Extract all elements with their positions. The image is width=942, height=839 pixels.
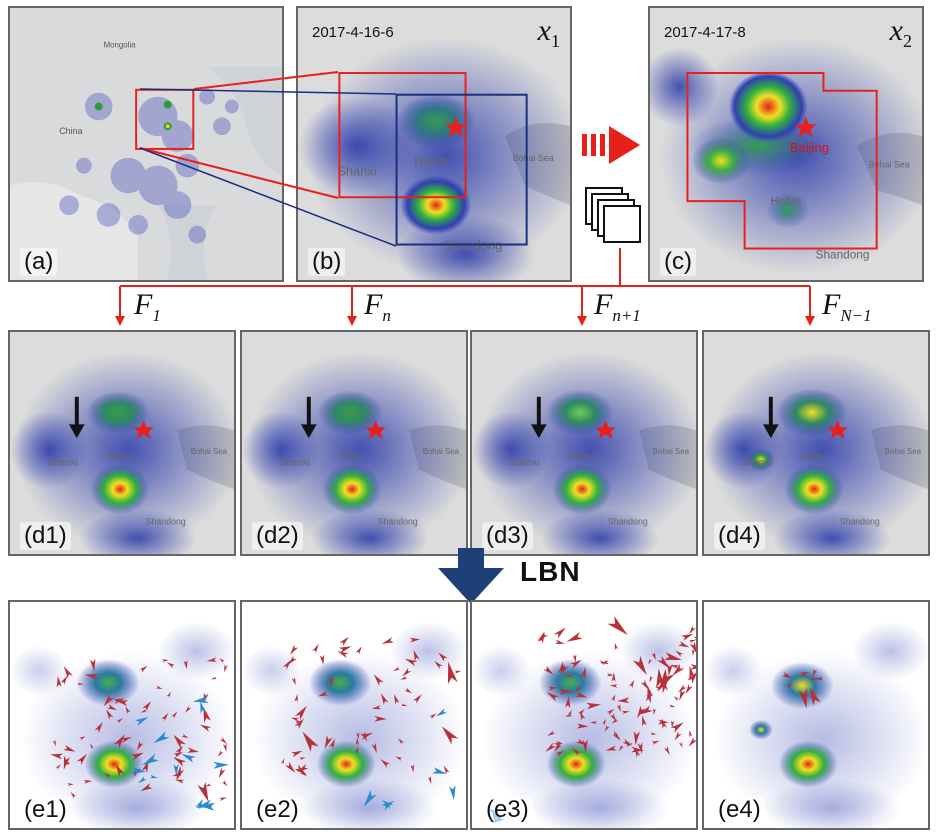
attention-map-e1 <box>10 602 234 828</box>
date-x2: 2017-4-17-8 <box>664 24 746 41</box>
label-hebei: Hebei <box>414 154 447 169</box>
label-bohai-c: Bohai Sea <box>869 160 910 170</box>
label-shanxi-d3: Shanxi <box>509 458 539 469</box>
overview-map: Mongolia China <box>10 8 282 280</box>
indicator-arrow-icon-d1 <box>68 424 85 439</box>
filter-label-N1: FN−1 <box>822 288 872 325</box>
panel-e2-label: (e2) <box>252 796 303 824</box>
panel-d3: Shanxi Hebei Bohai Sea Shandong (d3) <box>470 330 698 556</box>
lbn-label: LBN <box>520 556 581 587</box>
attention-map-e3 <box>472 602 696 828</box>
panel-d4-label: (d4) <box>714 522 765 550</box>
label-hebei-d4: Hebei <box>800 452 826 463</box>
heatmap-d1: Shanxi Hebei Bohai Sea Shandong <box>10 332 234 554</box>
label-shandong-d4: Shandong <box>840 517 880 527</box>
panel-e3-label: (e3) <box>482 796 533 824</box>
label-shandong-c: Shandong <box>816 247 870 261</box>
panel-d4: Shanxi Hebei Bohai Sea Shandong (d4) <box>702 330 930 556</box>
beijing-star-icon-d3 <box>595 420 616 440</box>
label-hebei-c: Hebei <box>770 194 801 208</box>
panel-d1: Shanxi Hebei Bohai Sea Shandong (d1) <box>8 330 236 556</box>
arrow-field-e2 <box>280 636 462 811</box>
attention-map-e4 <box>704 602 928 828</box>
region-polygon <box>686 72 878 250</box>
filter-label-n: Fn <box>364 288 391 325</box>
label-bohai-d2: Bohai Sea <box>423 447 460 456</box>
transition-arrow-icon <box>582 126 640 164</box>
date-x1: 2017-4-16-6 <box>312 24 394 41</box>
indicator-arrow-icon-d3 <box>530 424 547 439</box>
beijing-star-icon-d2 <box>365 420 386 440</box>
arrow-field-e1 <box>50 657 229 811</box>
filter-label-n1: Fn+1 <box>594 288 641 325</box>
panel-e4: (e4) <box>702 600 930 830</box>
panel-d1-label: (d1) <box>20 522 71 550</box>
panel-e1: (e1) <box>8 600 236 830</box>
heatmap-d2: Shanxi Hebei Bohai Sea Shandong <box>242 332 466 554</box>
panel-a-label: (a) <box>20 248 58 276</box>
panel-c-label: (c) <box>660 248 696 276</box>
panel-a: Mongolia China (a) <box>8 6 284 282</box>
label-shandong-d1: Shandong <box>146 517 186 527</box>
label-shanxi-d2: Shanxi <box>279 458 309 469</box>
filter-branches <box>115 248 815 326</box>
region-blue-box <box>395 93 528 246</box>
heatmap-d3: Shanxi Hebei Bohai Sea Shandong <box>472 332 696 554</box>
label-bohai-d1: Bohai Sea <box>191 447 228 456</box>
panel-c: Hebei Bohai Sea Shandong 2017-4-17-8 x2 … <box>648 6 924 282</box>
label-china: China <box>59 126 82 136</box>
beijing-label: Beijing <box>790 140 830 155</box>
panel-d2: Shanxi Hebei Bohai Sea Shandong (d2) <box>240 330 468 556</box>
panel-d2-label: (d2) <box>252 522 303 550</box>
beijing-star-icon-d4 <box>827 420 848 440</box>
arrow-field-e4 <box>781 668 824 709</box>
label-shandong-d3: Shandong <box>608 517 648 527</box>
label-shandong-d2: Shandong <box>378 517 418 527</box>
panel-e4-label: (e4) <box>714 796 765 824</box>
panel-b-label: (b) <box>308 248 346 276</box>
beijing-star-icon <box>444 116 467 138</box>
lbn-arrow-icon <box>438 548 504 604</box>
heatmap-x1: Shanxi Hebei Bohai Sea Shandong <box>298 8 570 280</box>
panel-d3-label: (d3) <box>482 522 533 550</box>
var-x1: x1 <box>537 14 560 51</box>
heatmap-x2: Hebei Bohai Sea Shandong <box>650 8 922 280</box>
label-hebei-d1: Hebei <box>106 452 132 463</box>
filter-label-1: F1 <box>134 288 161 325</box>
heatmap-d4: Shanxi Hebei Bohai Sea Shandong <box>704 332 928 554</box>
indicator-arrow-icon-d2 <box>300 424 317 439</box>
indicator-arrow-icon-d4 <box>762 424 779 439</box>
label-bohai: Bohai Sea <box>513 153 554 163</box>
arrow-field-e3 <box>488 616 696 823</box>
var-x2: x2 <box>889 14 912 51</box>
panel-e2: (e2) <box>240 600 468 830</box>
label-hebei-d2: Hebei <box>338 452 364 463</box>
filter-stack-icon <box>585 187 641 243</box>
beijing-star-icon-c <box>794 116 817 138</box>
beijing-star-icon-d1 <box>133 420 154 440</box>
label-shanxi: Shanxi <box>337 164 376 179</box>
panel-e3: (e3) <box>470 600 698 830</box>
label-bohai-d4: Bohai Sea <box>885 447 922 456</box>
panel-b: Shanxi Hebei Bohai Sea Shandong 2017-4-1… <box>296 6 572 282</box>
attention-map-e2 <box>242 602 466 828</box>
label-mongolia: Mongolia <box>104 40 137 49</box>
region-red-box <box>338 72 467 199</box>
label-shanxi-d4: Shanxi <box>741 458 771 469</box>
label-bohai-d3: Bohai Sea <box>653 447 690 456</box>
label-shanxi-d1: Shanxi <box>47 458 77 469</box>
label-hebei-d3: Hebei <box>568 452 594 463</box>
panel-e1-label: (e1) <box>20 796 71 824</box>
